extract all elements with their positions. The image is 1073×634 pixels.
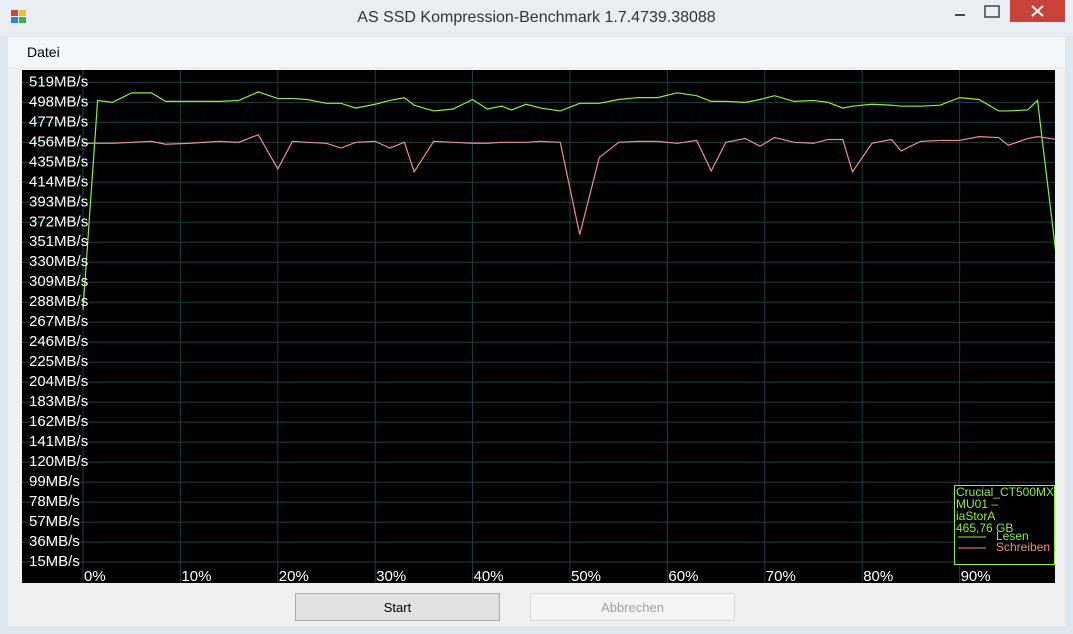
x-tick-label: 100% (1058, 568, 1073, 585)
y-tick-label: 120MB/s (29, 453, 88, 470)
x-tick-label: 80% (863, 568, 893, 585)
y-tick-label: 36MB/s (29, 533, 80, 550)
y-tick-label: 183MB/s (29, 393, 88, 410)
x-tick-label: 30% (376, 568, 406, 585)
plot-area (22, 70, 1055, 583)
x-tick-label: 90% (961, 568, 991, 585)
x-tick-label: 60% (668, 568, 698, 585)
y-tick-label: 267MB/s (29, 313, 88, 330)
y-tick-label: 288MB/s (29, 293, 88, 310)
y-tick-label: 372MB/s (29, 213, 88, 230)
y-tick-label: 78MB/s (29, 493, 80, 510)
y-tick-label: 435MB/s (29, 153, 88, 170)
x-tick-label: 40% (474, 568, 504, 585)
y-tick-label: 309MB/s (29, 273, 88, 290)
y-tick-label: 225MB/s (29, 353, 88, 370)
y-tick-label: 99MB/s (29, 473, 80, 490)
drive-info: MU01 – (956, 497, 998, 511)
legend-label: Lesen (996, 529, 1029, 543)
x-tick-label: 20% (279, 568, 309, 585)
window-title: AS SSD Kompression-Benchmark 1.7.4739.38… (357, 9, 716, 26)
close-x (1031, 5, 1044, 17)
maximize[interactable] (984, 5, 1000, 18)
y-tick-label: 498MB/s (29, 93, 88, 110)
app-icon (11, 10, 26, 23)
legend-box (954, 485, 1055, 565)
y-tick-label: 141MB/s (29, 433, 88, 450)
y-tick-label: 330MB/s (29, 253, 88, 270)
series-line (83, 133, 1055, 235)
drive-info: iaStorA (956, 509, 995, 523)
title-bar: AS SSD Kompression-Benchmark 1.7.4739.38… (0, 0, 1073, 36)
y-tick-label: 15MB/s (29, 553, 80, 570)
drive-info: Crucial_CT500MX (956, 485, 1054, 499)
y-tick-label: 393MB/s (29, 193, 88, 210)
series-line (82, 91, 1055, 310)
minimize[interactable] (955, 14, 965, 16)
y-tick-label: 351MB/s (29, 233, 88, 250)
x-tick-label: 10% (181, 568, 211, 585)
legend-label: Schreiben (996, 540, 1050, 554)
x-tick-label: 50% (571, 568, 601, 585)
menu-bar: Datei (8, 37, 1065, 67)
y-tick-label: 204MB/s (29, 373, 88, 390)
y-tick-label: 246MB/s (29, 333, 88, 350)
window-controls (955, 0, 1065, 22)
y-tick-label: 162MB/s (29, 413, 88, 430)
y-tick-label: 519MB/s (29, 73, 88, 90)
abort-button: Abbrechen (530, 593, 735, 621)
drive-info: 465,76 GB (956, 521, 1013, 535)
x-tick-label: 0% (84, 568, 106, 585)
x-tick-label: 70% (766, 568, 796, 585)
y-tick-label: 57MB/s (29, 513, 80, 530)
y-tick-label: 414MB/s (29, 173, 88, 190)
y-tick-label: 456MB/s (29, 133, 88, 150)
menu-item[interactable]: Datei (27, 44, 60, 60)
y-tick-label: 477MB/s (29, 113, 88, 130)
start-button[interactable]: Start (295, 593, 500, 621)
